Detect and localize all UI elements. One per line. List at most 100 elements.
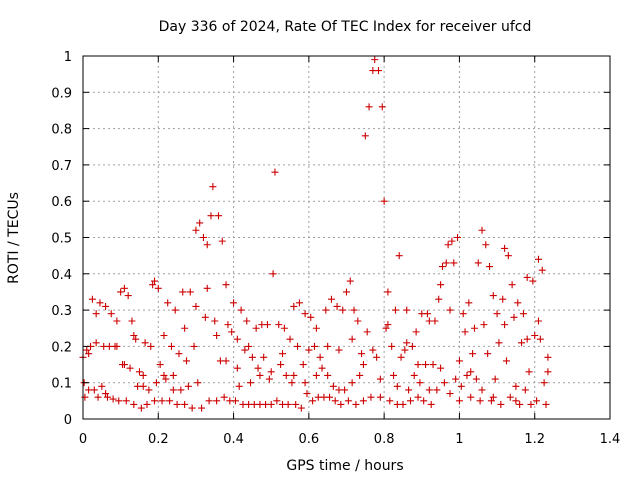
data-point bbox=[201, 313, 209, 321]
y-tick-label: 1 bbox=[64, 50, 72, 65]
data-point bbox=[247, 379, 255, 387]
data-point bbox=[160, 332, 168, 340]
data-point bbox=[307, 313, 315, 321]
data-point bbox=[90, 386, 98, 394]
data-point bbox=[102, 390, 110, 398]
data-point bbox=[390, 371, 398, 379]
data-point bbox=[292, 400, 300, 408]
x-tick-label: 0.6 bbox=[299, 432, 320, 447]
data-point bbox=[184, 382, 192, 390]
data-point bbox=[113, 317, 121, 325]
data-point bbox=[358, 350, 366, 358]
data-point bbox=[96, 299, 104, 307]
data-point bbox=[423, 310, 431, 318]
data-point bbox=[98, 382, 106, 390]
data-point bbox=[472, 375, 480, 383]
data-point bbox=[406, 397, 414, 405]
data-point bbox=[94, 393, 102, 401]
data-point bbox=[363, 328, 371, 336]
data-point bbox=[273, 397, 281, 405]
data-point bbox=[538, 266, 546, 274]
data-point bbox=[245, 342, 253, 350]
data-point bbox=[177, 386, 185, 394]
data-point bbox=[192, 226, 200, 234]
data-point bbox=[410, 371, 418, 379]
data-point bbox=[181, 400, 189, 408]
x-tick-label: 0.4 bbox=[223, 432, 244, 447]
data-point bbox=[455, 357, 463, 365]
data-point bbox=[544, 368, 552, 376]
data-point bbox=[435, 295, 443, 303]
data-point bbox=[164, 299, 172, 307]
data-point bbox=[324, 371, 332, 379]
y-tick-labels: 0 0.1 0.2 0.3 0.4 0.5 0.6 0.7 0.8 0.9 1 bbox=[51, 50, 72, 428]
data-point bbox=[81, 393, 89, 401]
data-point bbox=[373, 353, 381, 361]
data-point bbox=[463, 371, 471, 379]
data-point bbox=[151, 277, 159, 285]
data-point bbox=[480, 321, 488, 329]
data-point bbox=[425, 317, 433, 325]
data-point bbox=[179, 288, 187, 296]
data-point bbox=[209, 183, 217, 191]
data-point bbox=[322, 306, 330, 314]
data-point bbox=[107, 310, 115, 318]
data-point bbox=[499, 295, 507, 303]
x-tick-label: 1.2 bbox=[524, 432, 545, 447]
data-point bbox=[501, 321, 509, 329]
data-point bbox=[369, 346, 377, 354]
data-point bbox=[233, 364, 241, 372]
data-point bbox=[192, 302, 200, 310]
data-point bbox=[117, 288, 125, 296]
data-point bbox=[263, 321, 271, 329]
data-point bbox=[512, 397, 520, 405]
data-point bbox=[130, 400, 138, 408]
data-point bbox=[151, 397, 159, 405]
data-point bbox=[376, 393, 384, 401]
data-point bbox=[397, 353, 405, 361]
data-point bbox=[416, 379, 424, 387]
data-point bbox=[171, 306, 179, 314]
data-point bbox=[305, 346, 313, 354]
y-tick-label: 0.8 bbox=[51, 123, 72, 138]
data-point bbox=[113, 342, 121, 350]
data-point bbox=[269, 270, 277, 278]
data-point bbox=[124, 292, 132, 300]
data-point bbox=[388, 342, 396, 350]
data-point bbox=[237, 306, 245, 314]
data-point bbox=[102, 302, 110, 310]
data-point bbox=[508, 281, 516, 289]
data-point bbox=[450, 259, 458, 267]
data-point bbox=[135, 368, 143, 376]
data-point bbox=[122, 397, 130, 405]
data-point bbox=[380, 197, 388, 205]
data-point bbox=[414, 393, 422, 401]
data-point bbox=[478, 226, 486, 234]
data-point bbox=[83, 346, 91, 354]
data-point bbox=[260, 353, 268, 361]
data-point bbox=[301, 310, 309, 318]
data-point bbox=[533, 397, 541, 405]
data-point bbox=[461, 328, 469, 336]
data-point bbox=[243, 317, 251, 325]
data-point bbox=[476, 397, 484, 405]
data-point bbox=[199, 234, 207, 241]
data-point bbox=[529, 277, 537, 285]
data-point bbox=[290, 302, 298, 310]
y-tick-label: 0.1 bbox=[51, 377, 72, 392]
data-point bbox=[169, 386, 177, 394]
data-point bbox=[271, 168, 279, 176]
data-point bbox=[233, 335, 241, 343]
y-tick-label: 0.7 bbox=[51, 159, 72, 174]
data-point bbox=[454, 234, 462, 241]
data-point bbox=[132, 335, 140, 343]
data-point bbox=[446, 390, 454, 398]
data-point bbox=[205, 397, 213, 405]
data-point bbox=[510, 313, 518, 321]
data-point bbox=[495, 339, 503, 347]
data-point bbox=[175, 350, 183, 358]
data-point bbox=[207, 212, 215, 220]
data-point bbox=[92, 339, 100, 347]
data-point bbox=[339, 306, 347, 314]
data-point bbox=[167, 342, 175, 350]
